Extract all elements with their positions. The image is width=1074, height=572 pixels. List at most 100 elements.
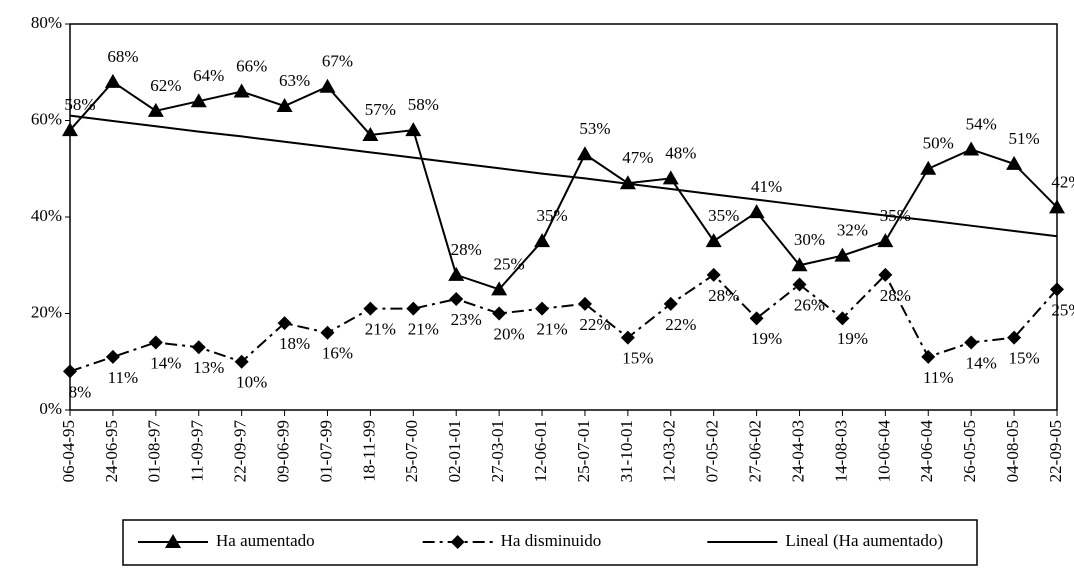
marker: [492, 306, 507, 321]
data-label: 22%: [665, 315, 696, 334]
y-tick-label: 20%: [31, 302, 62, 321]
marker: [835, 311, 850, 326]
marker: [662, 170, 679, 185]
marker: [148, 335, 163, 350]
x-tick-label: 14-08-03: [831, 420, 850, 482]
marker: [233, 83, 250, 98]
marker: [191, 340, 206, 355]
marker: [619, 175, 636, 190]
marker: [663, 296, 678, 311]
legend-label: Ha disminuido: [501, 531, 602, 550]
marker: [277, 316, 292, 331]
data-label: 58%: [408, 95, 439, 114]
y-tick-label: 60%: [31, 109, 62, 128]
data-label: 19%: [751, 329, 782, 348]
data-label: 8%: [69, 382, 92, 401]
marker: [877, 233, 894, 248]
marker: [748, 204, 765, 219]
x-tick-label: 02-01-01: [445, 420, 464, 482]
marker: [363, 301, 378, 316]
data-label: 25%: [1051, 300, 1074, 319]
data-label: 10%: [236, 373, 267, 392]
marker: [878, 267, 893, 282]
x-tick-label: 07-05-02: [703, 420, 722, 482]
x-tick-label: 24-04-03: [788, 420, 807, 482]
data-label: 25%: [494, 254, 525, 273]
legend-label: Lineal (Ha aumentado): [785, 531, 943, 550]
x-tick-label: 27-06-02: [746, 420, 765, 482]
data-label: 54%: [966, 114, 997, 133]
data-label: 35%: [536, 206, 567, 225]
y-tick-label: 40%: [31, 206, 62, 225]
data-label: 14%: [150, 353, 181, 372]
x-tick-label: 25-07-01: [574, 420, 593, 482]
data-label: 64%: [193, 66, 224, 85]
data-label: 18%: [279, 334, 310, 353]
data-label: 28%: [451, 240, 482, 259]
data-label: 11%: [923, 368, 954, 387]
x-tick-label: 01-08-97: [145, 420, 164, 483]
x-tick-label: 06-04-95: [59, 420, 78, 482]
x-tick-label: 09-06-99: [273, 420, 292, 482]
data-label: 68%: [107, 47, 138, 66]
data-label: 42%: [1051, 172, 1074, 191]
marker: [1006, 155, 1023, 170]
x-tick-label: 01-07-99: [316, 420, 335, 482]
marker: [62, 122, 78, 137]
data-label: 62%: [150, 76, 181, 95]
legend-label: Ha aumentado: [216, 531, 315, 550]
data-label: 32%: [837, 221, 868, 240]
data-label: 63%: [279, 71, 310, 90]
marker: [749, 311, 764, 326]
marker: [448, 266, 465, 281]
y-tick-label: 0%: [39, 399, 62, 418]
data-label: 41%: [751, 177, 782, 196]
data-label: 21%: [408, 320, 439, 339]
data-label: 51%: [1009, 129, 1040, 148]
marker: [535, 301, 550, 316]
marker: [963, 141, 980, 156]
data-label: 67%: [322, 52, 353, 71]
data-label: 22%: [579, 315, 610, 334]
x-tick-label: 25-07-00: [402, 420, 421, 482]
marker: [104, 73, 121, 88]
data-label: 66%: [236, 56, 267, 75]
x-tick-label: 11-09-97: [188, 420, 207, 482]
marker: [276, 98, 293, 113]
marker: [63, 364, 77, 379]
data-label: 28%: [880, 286, 911, 305]
marker: [234, 354, 249, 369]
marker: [190, 93, 207, 108]
series-line: [69, 114, 1058, 238]
marker: [362, 126, 379, 141]
marker: [147, 102, 164, 117]
data-label: 23%: [451, 310, 482, 329]
marker: [706, 267, 721, 282]
data-label: 50%: [923, 134, 954, 153]
series-line: [69, 273, 1058, 373]
marker: [576, 146, 593, 161]
marker: [920, 160, 937, 175]
data-label: 14%: [966, 353, 997, 372]
x-tick-label: 12-06-01: [531, 420, 550, 482]
marker: [921, 349, 936, 364]
x-tick-label: 24-06-04: [917, 420, 936, 483]
marker: [1007, 330, 1022, 345]
data-label: 15%: [1009, 349, 1040, 368]
x-tick-label: 24-06-95: [102, 420, 121, 482]
data-label: 53%: [579, 119, 610, 138]
data-label: 19%: [837, 329, 868, 348]
marker: [165, 534, 181, 548]
y-tick-label: 80%: [31, 13, 62, 32]
legend-box: [122, 519, 978, 566]
data-label: 35%: [708, 206, 739, 225]
marker: [534, 233, 551, 248]
data-label: 28%: [708, 286, 739, 305]
data-label: 30%: [794, 230, 825, 249]
marker: [405, 122, 422, 137]
marker: [450, 535, 465, 549]
x-tick-label: 27-03-01: [488, 420, 507, 482]
series-line: [69, 80, 1058, 291]
data-label: 21%: [365, 320, 396, 339]
